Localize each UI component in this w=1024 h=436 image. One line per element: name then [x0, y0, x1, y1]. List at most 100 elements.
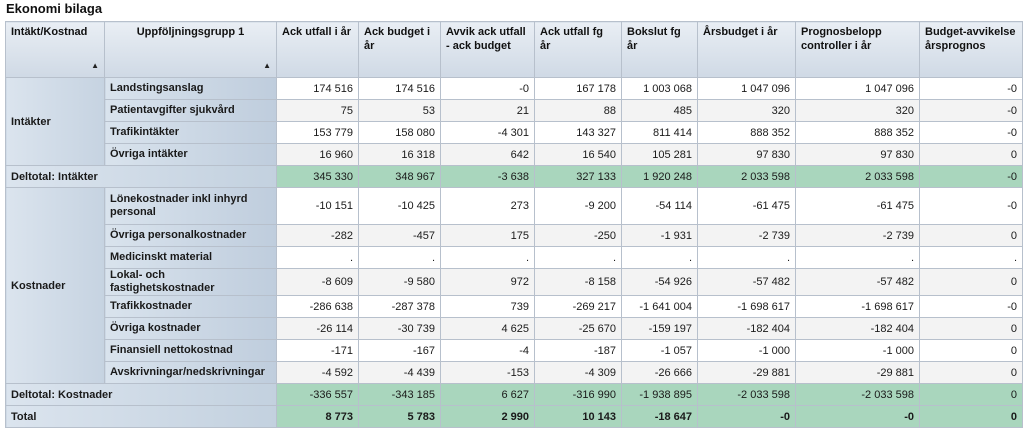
cell-ack-budget: -287 378 [358, 295, 441, 318]
row-label[interactable]: Patientavgifter sjukvård [104, 99, 277, 122]
header-ack-utfall-fg[interactable]: Ack utfall fg år [534, 21, 622, 78]
table-row: Medicinskt material........ [6, 246, 1023, 269]
table-row: Finansiell nettokostnad -171 -167 -4 -187 -1 … [6, 339, 1023, 362]
cell-budgetavvikelse: -0 [919, 187, 1023, 225]
cell-prognosbelopp: -182 404 [795, 317, 920, 340]
deltotal-intakter-row-label[interactable]: Deltotal: Intäkter [5, 165, 277, 188]
cell-ack-utfall-fg: 167 178 [534, 77, 622, 100]
cell-avvik-ack: -153 [440, 361, 535, 384]
cell-prognosbelopp: 888 352 [795, 121, 920, 144]
table-row: Patientavgifter sjukvård 75 53 21 88 485 320 32… [6, 99, 1023, 122]
cell-ack-budget: 174 516 [358, 77, 441, 100]
sort-ascending-icon[interactable]: ▲ [263, 61, 271, 70]
table-row: Övriga personalkostnader -282 -457 175 -250-… [6, 224, 1023, 247]
cell-prognosbelopp: -1 698 617 [795, 295, 920, 318]
row-label[interactable]: Övriga kostnader [104, 317, 277, 340]
cell-arsbudget: 320 [697, 99, 796, 122]
header-ack-budget[interactable]: Ack budget i år [358, 21, 441, 78]
cell-arsbudget: -29 881 [697, 361, 796, 384]
cell-bokslut-fg: 485 [621, 99, 698, 122]
cell-ack-utfall: 16 960 [276, 143, 359, 166]
row-label[interactable]: Övriga intäkter [104, 143, 277, 166]
row-label[interactable]: Lokal- och fastighetskostnader [104, 268, 277, 296]
economy-table: Intäkt/Kostnad ▲ Uppföljningsgrupp 1 ▲ A… [5, 21, 1023, 428]
row-label[interactable]: Landstingsanslag [104, 77, 277, 100]
cell-ack-budget: 5 783 [358, 405, 441, 428]
row-label[interactable]: Medicinskt material [104, 246, 277, 269]
cell-ack-budget: -30 739 [358, 317, 441, 340]
cell-arsbudget: -1 698 617 [697, 295, 796, 318]
total-row-label[interactable]: Total [5, 405, 277, 428]
cell-prognosbelopp: -29 881 [795, 361, 920, 384]
header-ack-utfall[interactable]: Ack utfall i år [276, 21, 359, 78]
cell-bokslut-fg: 811 414 [621, 121, 698, 144]
cell-avvik-ack: -4 301 [440, 121, 535, 144]
row-label[interactable]: Lönekostnader inkl inhyrd personal [104, 187, 277, 225]
cell-ack-budget: -457 [358, 224, 441, 247]
page-title: Ekonomi bilaga [6, 1, 103, 16]
cell-avvik-ack: 273 [440, 187, 535, 225]
cell-avvik-ack: 4 625 [440, 317, 535, 340]
cell-ack-utfall: 174 516 [276, 77, 359, 100]
header-avvik-ack[interactable]: Avvik ack utfall - ack budget [440, 21, 535, 78]
cell-ack-utfall-fg: 143 327 [534, 121, 622, 144]
cell-budgetavvikelse: 0 [919, 405, 1023, 428]
cell-bokslut-fg: -54 926 [621, 268, 698, 296]
row-label[interactable]: Avskrivningar/nedskrivningar [104, 361, 277, 384]
cell-ack-utfall-fg: 327 133 [534, 165, 622, 188]
cell-arsbudget: -57 482 [697, 268, 796, 296]
cell-ack-utfall: -4 592 [276, 361, 359, 384]
cell-ack-utfall-fg: 10 143 [534, 405, 622, 428]
cell-budgetavvikelse: -0 [919, 295, 1023, 318]
cell-ack-budget: -9 580 [358, 268, 441, 296]
cell-prognosbelopp: -57 482 [795, 268, 920, 296]
header-bokslut-fg[interactable]: Bokslut fg år [621, 21, 698, 78]
header-prognosbelopp[interactable]: Prognosbelopp controller i år [795, 21, 920, 78]
cell-prognosbelopp: . [795, 246, 920, 269]
header-intakt-kostnad[interactable]: Intäkt/Kostnad ▲ [5, 21, 105, 78]
group-label-kostnader[interactable]: Kostnader [5, 187, 105, 384]
cell-ack-utfall: -26 114 [276, 317, 359, 340]
cell-ack-utfall: -171 [276, 339, 359, 362]
header-budgetavvikelse[interactable]: Budget-avvikelse årsprognos [919, 21, 1023, 78]
cell-ack-utfall: -286 638 [276, 295, 359, 318]
cell-ack-budget: -10 425 [358, 187, 441, 225]
deltotal-kostnader-row: Deltotal: Kostnader -336 557 -343 185 6 627… [5, 383, 1023, 406]
cell-budgetavvikelse: 0 [919, 317, 1023, 340]
deltotal-intakter-row: Deltotal: Intäkter 345 330 348 967 -3 638 32… [5, 165, 1023, 188]
row-label[interactable]: Övriga personalkostnader [104, 224, 277, 247]
row-label[interactable]: Finansiell nettokostnad [104, 339, 277, 362]
cell-avvik-ack: 175 [440, 224, 535, 247]
cell-ack-utfall-fg: 16 540 [534, 143, 622, 166]
header-arsbudget[interactable]: Årsbudget i år [697, 21, 796, 78]
total-row: Total 8 773 5 783 2 990 10 143 -18 647 -0 -0 0 [5, 405, 1023, 428]
cell-budgetavvikelse: 0 [919, 143, 1023, 166]
cell-ack-utfall-fg: -187 [534, 339, 622, 362]
cell-budgetavvikelse: 0 [919, 383, 1023, 406]
header-uppfoljningsgrupp[interactable]: Uppföljningsgrupp 1 ▲ [104, 21, 277, 78]
cell-avvik-ack: 972 [440, 268, 535, 296]
cell-prognosbelopp: -61 475 [795, 187, 920, 225]
table-row: Avskrivningar/nedskrivningar -4 592 -4 439… [6, 361, 1023, 384]
cell-ack-budget: . [358, 246, 441, 269]
cell-arsbudget: -61 475 [697, 187, 796, 225]
cell-prognosbelopp: 1 047 096 [795, 77, 920, 100]
sort-ascending-icon[interactable]: ▲ [91, 61, 99, 70]
deltotal-kostnader-row-label[interactable]: Deltotal: Kostnader [5, 383, 277, 406]
group-label-intakter[interactable]: Intäkter [5, 77, 105, 166]
cell-ack-utfall: 75 [276, 99, 359, 122]
cell-ack-utfall-fg: -316 990 [534, 383, 622, 406]
table-row: Trafikintäkter 153 779 158 080 -4 301 143 32… [6, 121, 1023, 144]
cell-avvik-ack: 21 [440, 99, 535, 122]
cell-ack-utfall: -10 151 [276, 187, 359, 225]
cell-avvik-ack: -0 [440, 77, 535, 100]
cell-ack-budget: -167 [358, 339, 441, 362]
row-label[interactable]: Trafikintäkter [104, 121, 277, 144]
cell-ack-utfall: -8 609 [276, 268, 359, 296]
cell-prognosbelopp: 2 033 598 [795, 165, 920, 188]
cell-arsbudget: -182 404 [697, 317, 796, 340]
cell-ack-utfall-fg: 88 [534, 99, 622, 122]
row-label[interactable]: Trafikkostnader [104, 295, 277, 318]
cell-prognosbelopp: -2 739 [795, 224, 920, 247]
cell-ack-utfall-fg: -4 309 [534, 361, 622, 384]
